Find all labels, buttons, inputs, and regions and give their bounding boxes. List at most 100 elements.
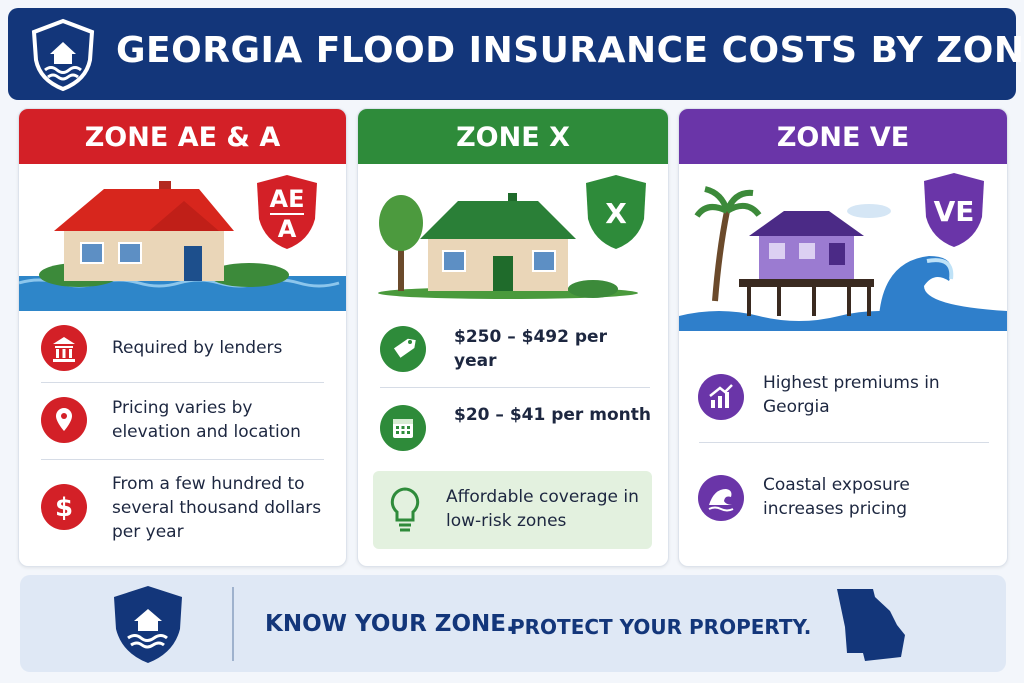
graphic-shape: [568, 280, 618, 298]
badge-text: AE: [269, 185, 305, 215]
bank-icon: [41, 325, 87, 371]
graphic-shape: [399, 523, 411, 532]
georgia-map: [837, 589, 905, 661]
graphic-shape: [56, 408, 72, 431]
graphic-shape: [127, 634, 168, 649]
separator: [232, 587, 234, 661]
graphic-shape: [396, 426, 410, 434]
graphic-shape: [837, 589, 905, 661]
graphic-shape: [749, 211, 864, 236]
flooded-house-illustration: [19, 175, 346, 311]
calendar-icon: [380, 405, 426, 451]
chart-icon: [698, 374, 744, 420]
graphic-shape: [50, 42, 76, 64]
coastal-house-illustration: [679, 173, 1007, 331]
card-title: ZONE VE: [679, 109, 1007, 164]
note-box: Affordable coverage in low-risk zones: [373, 471, 652, 549]
graphic-shape: [709, 489, 734, 505]
graphic-shape: [718, 396, 722, 408]
graphic-shape: [31, 18, 95, 92]
graphic-shape: [586, 175, 646, 249]
divider: [41, 382, 324, 383]
item-text: Pricing varies by elevation and location: [112, 398, 301, 442]
graphic-shape: [396, 426, 399, 429]
graphic-shape: [769, 243, 785, 259]
graphic-shape: [408, 340, 412, 344]
card-zone-ae: ZONE AE & A AE A Required by lenders Pri…: [18, 108, 347, 567]
graphic-shape: [184, 246, 202, 281]
house-illustration: [378, 175, 646, 299]
graphic-shape: [847, 204, 891, 218]
graphic-shape: [401, 431, 405, 434]
graphic-shape: [44, 66, 82, 81]
graphic-shape: [708, 506, 734, 512]
footer: KNOW YOUR ZONE. PROTECT YOUR PROPERTY.: [20, 575, 1006, 672]
wave-icon: [698, 475, 744, 521]
item-text: $20 – $41 per month: [454, 405, 651, 425]
card-title: ZONE AE & A: [19, 109, 346, 164]
graphic-shape: [694, 186, 762, 218]
divider: [699, 442, 989, 443]
graphic-shape: [80, 242, 104, 264]
graphic-shape: [493, 256, 513, 291]
header: GEORGIA FLOOD INSURANCE COSTS BY ZONE: [8, 8, 1024, 100]
graphic-shape: [396, 431, 399, 434]
graphic-shape: [398, 231, 404, 291]
graphic-shape: [747, 286, 871, 316]
graphic-shape: [209, 263, 289, 287]
shield-icon: [114, 586, 182, 663]
graphic-shape: [149, 201, 219, 231]
graphic-shape: [407, 426, 410, 429]
graphic-shape: [709, 384, 733, 397]
shield-logo: [31, 18, 95, 92]
zone-badge: AE A: [257, 185, 317, 243]
pin-icon: [41, 397, 87, 443]
title: GEORGIA FLOOD INSURANCE COSTS BY ZONE: [116, 30, 1024, 71]
badge-text: VE: [933, 195, 975, 228]
card-zone-x: ZONE X X $250 – $492 per year $20 – $41 …: [357, 108, 669, 567]
graphic-shape: [725, 392, 729, 408]
bulb-icon: [390, 487, 420, 532]
graphic-shape: [532, 250, 556, 272]
badge-text: A: [277, 215, 297, 243]
graphic-shape: $: [55, 493, 73, 523]
graphic-shape: [420, 201, 576, 239]
tagline: KNOW YOUR ZONE.: [265, 611, 515, 637]
item-text: Coastal exposure increases pricing: [763, 475, 910, 519]
note-text: Affordable coverage in low-risk zones: [446, 487, 639, 531]
graphic-shape: [407, 431, 410, 434]
item-text: Highest premiums in Georgia: [763, 373, 940, 417]
graphic-shape: [118, 242, 142, 264]
graphic-shape: [134, 609, 162, 631]
tagline: PROTECT YOUR PROPERTY.: [510, 615, 812, 639]
graphic-shape: [711, 400, 715, 408]
graphic-shape: [53, 337, 75, 362]
item-text: From a few hundred to several thousand d…: [112, 474, 322, 542]
graphic-shape: [879, 256, 1007, 331]
graphic-shape: [924, 173, 984, 247]
badge-text: X: [605, 197, 627, 230]
dollar-icon: $: [41, 484, 87, 530]
graphic-shape: [61, 413, 67, 419]
item-text: Required by lenders: [112, 338, 283, 358]
tag-icon: [380, 326, 426, 372]
divider: [380, 387, 650, 388]
card-title: ZONE X: [358, 109, 668, 164]
graphic-shape: [390, 487, 420, 522]
graphic-shape: [393, 338, 416, 358]
card-zone-ve: ZONE VE VE Highest premiums in Georgia C…: [678, 108, 1008, 567]
graphic-shape: [508, 193, 517, 207]
item-text: $250 – $492 per year: [454, 327, 607, 371]
divider: [41, 459, 324, 460]
graphic-shape: [926, 258, 954, 280]
graphic-shape: [401, 426, 405, 429]
graphic-shape: [379, 195, 423, 251]
graphic-shape: [712, 210, 730, 302]
graphic-shape: [442, 250, 466, 272]
graphic-shape: [799, 243, 815, 259]
graphic-shape: [739, 279, 874, 287]
graphic-shape: [829, 243, 845, 265]
graphic-shape: [393, 419, 413, 424]
graphic-shape: [257, 175, 317, 249]
